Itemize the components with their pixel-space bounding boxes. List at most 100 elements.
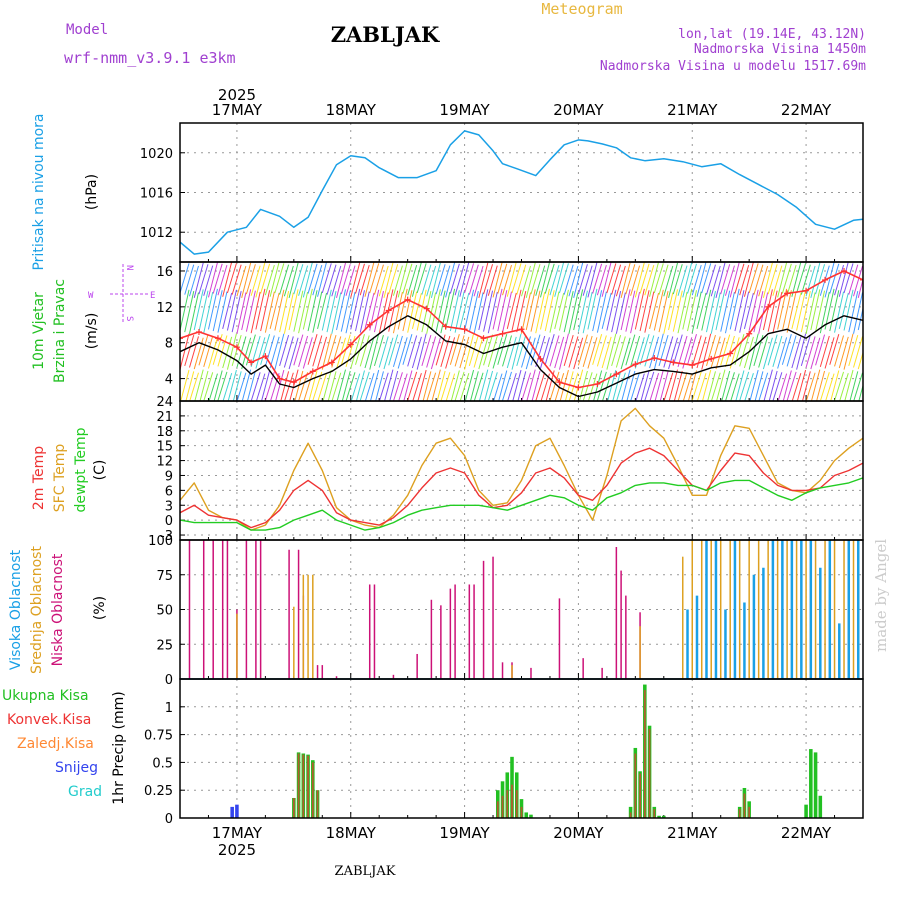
wind-barb-221 <box>540 373 550 401</box>
wind-barb-89 <box>601 336 612 369</box>
wind-barb-443 <box>217 264 228 296</box>
wind-barb-149 <box>199 370 209 401</box>
wind-barb-520 <box>582 265 593 296</box>
wind-barb-264 <box>744 373 754 401</box>
wind-barb-282 <box>830 370 840 401</box>
wind-barb-320 <box>321 289 332 331</box>
wind-barb-202 <box>450 370 460 401</box>
wind-barb-285 <box>844 369 854 401</box>
year-label-top: 2025 <box>218 86 256 104</box>
precip-1-bar-2 <box>302 754 305 818</box>
wind-barb-387 <box>639 290 650 332</box>
precip-1-bar-16 <box>648 729 651 818</box>
wind-barb-524 <box>601 262 612 297</box>
wind-barb-211 <box>493 373 503 401</box>
wind-gust-marker-3 <box>233 344 240 351</box>
wind-barb-280 <box>819 372 830 401</box>
wind-barb-159 <box>246 370 256 401</box>
wind-barb-483 <box>407 264 418 296</box>
wind-barb-434 <box>862 329 863 332</box>
wind-barb-362 <box>521 292 531 334</box>
p1-title: Pritisak na nivou mora <box>31 113 47 270</box>
wind-barb-467 <box>331 265 342 297</box>
wind-barb-146 <box>185 371 195 401</box>
wind-barb-64 <box>483 334 494 366</box>
wind-barb-299 <box>222 292 233 330</box>
wind-barb-153 <box>217 371 228 401</box>
wind-barb-424 <box>815 290 826 332</box>
wind-barb-525 <box>606 263 617 294</box>
wind-barb-11 <box>231 334 242 366</box>
precip-1-bar-4 <box>311 762 314 818</box>
wind-gust-marker-12 <box>385 307 392 314</box>
wind-barb-310 <box>274 289 285 331</box>
wind-barb-251 <box>682 373 693 401</box>
wind-barb-549 <box>720 264 731 295</box>
bottom-day-label-4: 21MAY <box>667 824 718 842</box>
wind-gust-marker-13 <box>404 296 411 303</box>
wind-barb-243 <box>644 371 655 401</box>
wind-barb-77 <box>544 334 555 365</box>
wind-barb-475 <box>369 263 380 294</box>
wind-barb-519 <box>577 264 588 295</box>
wind-barb-507 <box>521 265 531 297</box>
wind-barb-290 <box>180 289 190 331</box>
wind-barb-215 <box>512 369 522 401</box>
wind-gust-marker-35 <box>822 276 829 283</box>
wind-barb-461 <box>302 262 313 298</box>
wind-barb-295 <box>203 291 214 334</box>
wind-barb-508 <box>525 262 536 298</box>
wind-barb-184 <box>364 373 375 401</box>
wind-barb-167 <box>284 372 294 401</box>
wind-barb-207 <box>473 372 484 401</box>
wind-barb-65 <box>487 335 498 368</box>
wind-barb-273 <box>786 371 797 401</box>
wind-barb-577 <box>853 265 863 297</box>
wind-barb-47 <box>402 334 413 365</box>
pressure-line <box>180 130 863 255</box>
wind-barb-518 <box>573 262 584 298</box>
wind-barb-239 <box>626 370 636 401</box>
wind-barb-14 <box>245 334 256 366</box>
wind-barb-382 <box>615 292 626 334</box>
wind-barb-471 <box>350 262 361 298</box>
wind-barb-458 <box>288 262 299 298</box>
wind-barb-372 <box>568 292 579 334</box>
precip-0-bar-21 <box>662 815 666 818</box>
wind-barb-404 <box>720 290 731 332</box>
wind-barb-300 <box>226 289 237 331</box>
wind-barb-354 <box>483 290 494 332</box>
wind-barb-341 <box>421 291 432 333</box>
wind-barb-423 <box>810 289 821 331</box>
wind-barb-529 <box>625 264 636 295</box>
compass-n: N <box>124 265 134 270</box>
wind-barb-575 <box>843 263 854 294</box>
wind-barb-392 <box>663 292 674 334</box>
wind-barb-108 <box>691 335 702 367</box>
wind-barb-563 <box>786 264 797 296</box>
wind-barb-527 <box>615 265 626 297</box>
wind-barb-503 <box>502 264 513 296</box>
wind-barb-517 <box>568 265 579 297</box>
wind-barb-161 <box>255 373 266 401</box>
wind-barb-401 <box>705 291 716 333</box>
wind-barb-142 <box>853 336 863 368</box>
wind-barb-376 <box>587 288 598 330</box>
precip-1-bar-19 <box>743 793 746 818</box>
p3-title-1: 2m Temp <box>31 446 47 510</box>
wind-barb-245 <box>654 369 664 401</box>
wind-barb-296 <box>207 288 218 330</box>
wind-barb-139 <box>838 336 849 369</box>
wind-barb-171 <box>303 373 313 401</box>
wind-barb-200 <box>440 372 451 401</box>
wind-barb-270 <box>772 372 783 401</box>
wind-barb-465 <box>321 263 332 294</box>
precip-legend-1: Konvek.Kisa <box>7 712 91 728</box>
wind-barb-266 <box>754 371 764 401</box>
wind-barb-123 <box>762 337 773 370</box>
wind-barb-8 <box>217 335 228 367</box>
p1-frame <box>179 122 864 263</box>
wind-barb-254 <box>696 373 707 401</box>
wind-barb-368 <box>549 291 560 333</box>
wind-barb-468 <box>336 262 347 298</box>
